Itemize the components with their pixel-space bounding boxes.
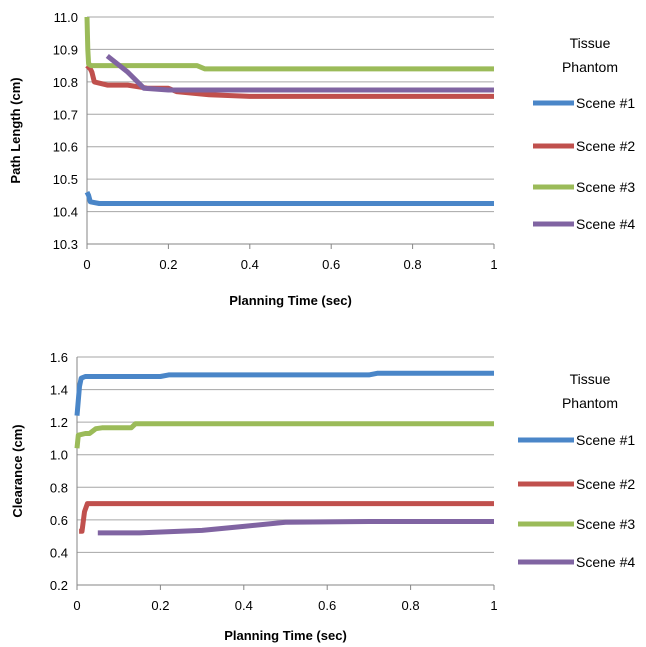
series-line-scene-4 xyxy=(105,53,494,93)
legend-label-scene-1: Scene #1 xyxy=(576,432,635,448)
legend-title: Tissue xyxy=(570,35,611,51)
y-tick-label: 0.6 xyxy=(50,513,68,528)
y-axis-title: Clearance (cm) xyxy=(10,424,25,517)
series-line-scene-2 xyxy=(79,501,494,534)
y-tick-label: 11.0 xyxy=(54,10,78,25)
y-tick-label: 10.4 xyxy=(53,205,78,220)
y-tick-label: 0.2 xyxy=(50,578,68,593)
x-tick-label: 0.4 xyxy=(241,257,259,272)
legend-label-scene-3: Scene #3 xyxy=(576,179,635,195)
legend-title: Tissue xyxy=(570,371,611,387)
y-tick-label: 10.7 xyxy=(53,107,78,122)
legend-label-scene-3: Scene #3 xyxy=(576,516,635,532)
series-line-scene-3 xyxy=(84,16,494,72)
y-axis-title: Path Length (cm) xyxy=(8,77,23,183)
x-tick-label: 0.6 xyxy=(322,257,340,272)
legend-label-scene-4: Scene #4 xyxy=(576,216,635,232)
x-tick-label: 0.6 xyxy=(318,598,336,613)
y-tick-label: 0.4 xyxy=(50,545,68,560)
y-tick-label: 0.8 xyxy=(50,480,68,495)
series-line-scene-1 xyxy=(84,191,494,206)
y-tick-label: 10.9 xyxy=(53,42,78,57)
x-tick-label: 0.8 xyxy=(404,257,422,272)
y-tick-label: 10.5 xyxy=(53,172,78,187)
x-axis-title: Planning Time (sec) xyxy=(229,293,352,308)
y-tick-label: 1.2 xyxy=(50,415,68,430)
y-tick-label: 1.4 xyxy=(50,383,68,398)
path-length-chart: 10.310.410.510.610.710.810.911.00 0.2 0.4 0… xyxy=(8,10,635,308)
x-tick-label: 1 xyxy=(490,598,497,613)
series-line-scene-1 xyxy=(74,370,494,416)
clearance-chart: 0.2 0.4 0.6 0.8 1.0 1.2 1.4 1.6 0 0.2 0.4 0.6 0.8 1 Pl… xyxy=(10,350,635,643)
x-tick-label: 0.2 xyxy=(151,598,169,613)
x-tick-label: 0 xyxy=(73,598,80,613)
legend-label-scene-1: Scene #1 xyxy=(576,95,635,111)
y-tick-label: 10.8 xyxy=(53,75,78,90)
legend-title: Phantom xyxy=(562,395,618,411)
legend-label-scene-2: Scene #2 xyxy=(576,138,635,154)
x-tick-label: 0.4 xyxy=(235,598,253,613)
series-line-scene-2 xyxy=(85,63,494,99)
legend-label-scene-2: Scene #2 xyxy=(576,476,635,492)
x-axis-title: Planning Time (sec) xyxy=(224,628,347,643)
legend-title: Phantom xyxy=(562,59,618,75)
series-line-scene-4 xyxy=(97,519,494,536)
x-tick-label: 0.2 xyxy=(159,257,177,272)
x-tick-label: 1 xyxy=(490,257,497,272)
y-tick-label: 10.3 xyxy=(53,237,78,252)
x-tick-label: 0.8 xyxy=(402,598,420,613)
y-tick-label: 1.6 xyxy=(50,350,68,365)
y-tick-label: 1.0 xyxy=(50,448,68,463)
x-tick-label: 0 xyxy=(83,257,90,272)
series-line-scene-3 xyxy=(74,421,494,449)
legend-label-scene-4: Scene #4 xyxy=(576,554,635,570)
y-tick-label: 10.6 xyxy=(53,140,78,155)
